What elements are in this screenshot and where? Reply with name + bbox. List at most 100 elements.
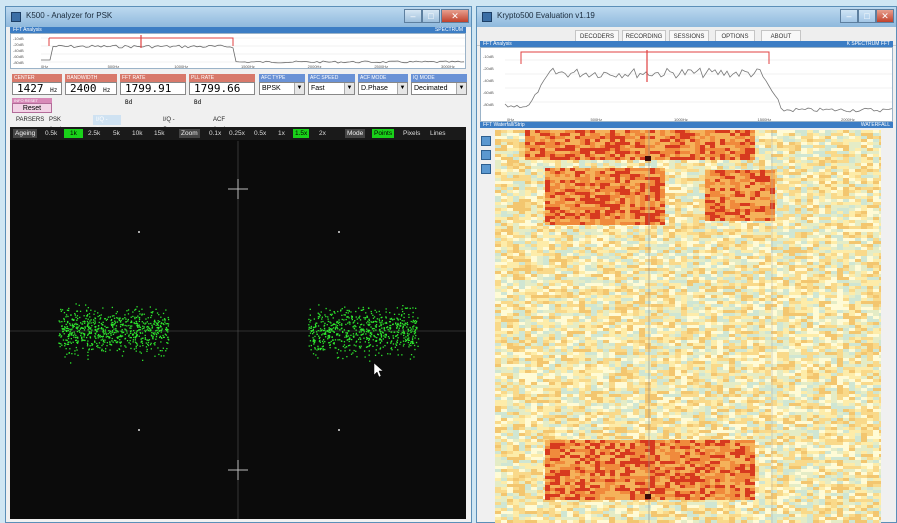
info-tool-icon[interactable]: [481, 150, 491, 160]
tab-iq-scope[interactable]: I/Q - Scope✕: [160, 115, 190, 133]
fft-spectrum-right[interactable]: -10dB -20dB -40dB -60dB -80dB 0Hz 500Hz 1000Hz…: [480, 47, 893, 122]
constellation-point: [150, 311, 152, 313]
constellation-point: [116, 330, 118, 332]
constellation-point: [134, 316, 136, 318]
zoom-option-0[interactable]: 0.1x: [209, 130, 222, 137]
acf-mode-select[interactable]: D.Phase ▼: [358, 82, 408, 95]
constellation-point: [115, 341, 117, 343]
ageing-option-2[interactable]: 2.5k: [88, 130, 101, 137]
tab-psk-analyzer[interactable]: PSK Analyzer: [49, 117, 72, 133]
constellation-point: [323, 327, 326, 330]
constellation-point: [86, 324, 89, 326]
iq-mode-select[interactable]: Decimated ▼: [411, 82, 467, 95]
maximize-icon[interactable]: □: [422, 9, 440, 23]
constellation-point: [63, 317, 65, 320]
constellation-point: [104, 350, 107, 353]
constellation-point: [113, 332, 115, 334]
reset-header: INFO RESET: [12, 98, 52, 103]
constellation-point: [371, 332, 373, 334]
constellation-point: [409, 342, 412, 344]
chevron-down-icon[interactable]: ▼: [456, 83, 466, 94]
minimize-icon[interactable]: –: [404, 9, 422, 23]
afc-speed-param: AFC SPEED Fast ▼: [308, 74, 355, 96]
chevron-down-icon[interactable]: ▼: [294, 83, 304, 94]
pll-rate-value[interactable]: 1799.66 Bd: [189, 82, 255, 106]
constellation-point: [405, 307, 407, 309]
ageing-option-4[interactable]: 10k: [132, 130, 143, 137]
mode-option-points[interactable]: Points: [372, 129, 395, 138]
reset-button[interactable]: Reset: [12, 103, 52, 113]
constellation-point: [314, 347, 316, 349]
bandwidth-value[interactable]: 2400 Hz: [65, 82, 117, 95]
constellation-plot[interactable]: [10, 127, 466, 519]
constellation-point: [367, 329, 369, 331]
zoom-tool-icon[interactable]: [481, 136, 491, 146]
tab-iq-phase-plane[interactable]: I/Q - Phase plane✕: [93, 115, 121, 143]
constellation-point: [337, 333, 339, 335]
minimize-icon[interactable]: –: [840, 9, 858, 23]
constellation-point: [148, 339, 151, 341]
constellation-point: [356, 318, 358, 320]
constellation-point: [102, 330, 104, 332]
ageing-option-5[interactable]: 15k: [154, 130, 165, 137]
constellation-point: [115, 325, 118, 327]
constellation-point: [151, 312, 153, 314]
constellation-point: [395, 343, 397, 345]
constellation-point: [349, 338, 351, 340]
zoom-option-3[interactable]: 1x: [278, 130, 285, 137]
analyzer-titlebar[interactable]: K500 - Analyzer for PSK – □ ✕: [6, 7, 471, 27]
constellation-point: [113, 339, 116, 342]
ageing-option-0[interactable]: 0.5k: [45, 130, 58, 137]
constellation-point: [165, 309, 167, 311]
constellation-point: [124, 328, 126, 330]
constellation-point: [413, 325, 415, 327]
zoom-option-2[interactable]: 0.5x: [254, 130, 267, 137]
freq-tick-label: 2000Hz: [308, 64, 322, 69]
constellation-point: [330, 324, 332, 327]
constellation-point: [104, 339, 106, 341]
constellation-point: [375, 349, 377, 351]
constellation-point: [117, 331, 119, 333]
afc-type-select[interactable]: BPSK ▼: [259, 82, 305, 95]
constellation-point: [69, 332, 71, 335]
zoom-option-4[interactable]: 1.5x: [293, 129, 310, 138]
chevron-down-icon[interactable]: ▼: [397, 83, 407, 94]
constellation-point: [128, 324, 130, 327]
constellation-point: [385, 334, 387, 337]
constellation-point: [309, 327, 311, 329]
fft-rate-value[interactable]: 1799.91 Bd: [120, 82, 186, 106]
constellation-point: [373, 330, 375, 332]
tab-acf-analyzer[interactable]: ACF Analyzer: [213, 117, 236, 133]
constellation-point: [381, 321, 383, 323]
krypto-titlebar[interactable]: Krypto500 Evaluation v1.19 – □ ✕: [477, 7, 896, 27]
constellation-point: [138, 310, 140, 312]
maximize-icon[interactable]: □: [858, 9, 876, 23]
constellation-point: [319, 328, 322, 330]
mode-option-pixels[interactable]: Pixels: [403, 130, 421, 137]
waterfall-display[interactable]: [495, 130, 881, 523]
constellation-point: [88, 325, 90, 328]
zoom-option-5[interactable]: 2x: [319, 130, 326, 137]
ageing-option-3[interactable]: 5k: [113, 130, 120, 137]
constellation-point: [167, 325, 169, 327]
tab-parsers[interactable]: PARSERS: [16, 117, 45, 123]
constellation-point: [395, 344, 398, 346]
constellation-point: [406, 326, 408, 328]
zoom-option-1[interactable]: 0.25x: [229, 130, 245, 137]
close-icon[interactable]: ✕: [441, 9, 469, 23]
mode-option-lines[interactable]: Lines: [430, 130, 446, 137]
right-fft-title-right: K SPECTRUM FFT: [846, 41, 890, 47]
settings-tool-icon[interactable]: [481, 164, 491, 174]
constellation-point: [329, 335, 331, 337]
constellation-point: [63, 328, 65, 330]
constellation-point: [390, 341, 392, 343]
fft-spectrum-left[interactable]: -10dB -20dB -40dB -60dB -80dB 0Hz 500Hz 1000Hz…: [10, 33, 466, 69]
ageing-option-1[interactable]: 1k: [64, 129, 83, 138]
close-icon[interactable]: ✕: [876, 9, 894, 23]
constellation-point: [374, 340, 377, 342]
center-value[interactable]: 1427 Hz: [12, 82, 62, 95]
constellation-point: [326, 324, 328, 326]
afc-speed-select[interactable]: Fast ▼: [308, 82, 355, 95]
chevron-down-icon[interactable]: ▼: [344, 83, 354, 94]
constellation-point: [130, 337, 132, 339]
